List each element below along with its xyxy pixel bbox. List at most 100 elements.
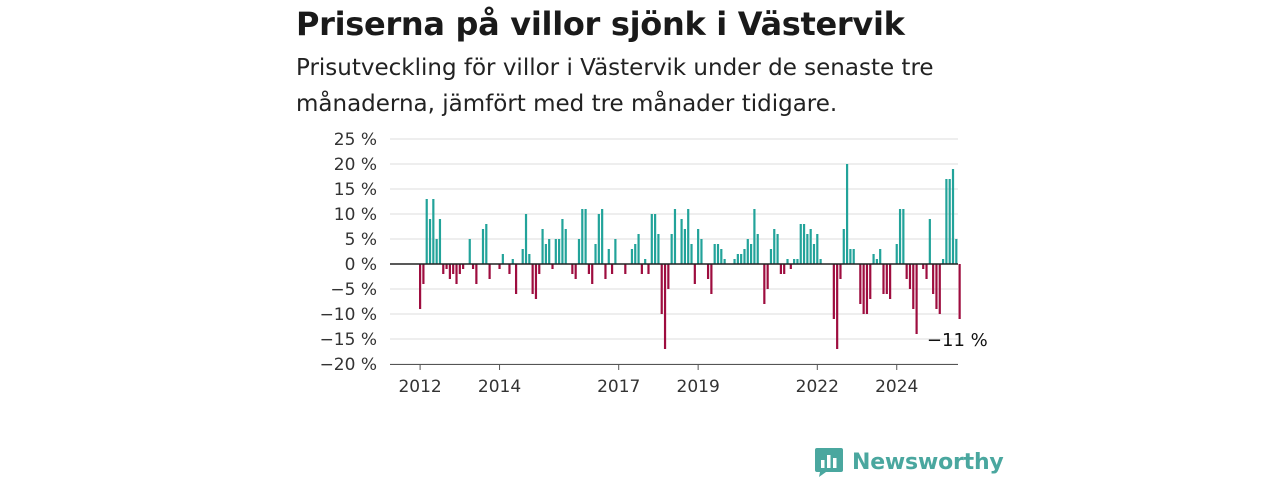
bar bbox=[908, 264, 912, 289]
bar bbox=[948, 179, 951, 264]
bar bbox=[789, 264, 792, 269]
bar bbox=[670, 234, 673, 264]
bar bbox=[435, 239, 438, 264]
bar bbox=[859, 264, 862, 304]
bar bbox=[941, 259, 945, 264]
bar bbox=[839, 264, 842, 279]
bar bbox=[637, 234, 640, 264]
y-tick-label: 10 % bbox=[334, 205, 377, 225]
bar bbox=[763, 264, 766, 304]
bar bbox=[501, 254, 504, 264]
bar bbox=[610, 264, 614, 274]
bar bbox=[928, 219, 931, 264]
bar bbox=[922, 264, 925, 269]
y-tick-label: −15 % bbox=[320, 330, 377, 350]
bar bbox=[548, 239, 551, 264]
bar bbox=[471, 264, 475, 269]
bar bbox=[468, 239, 471, 264]
bar bbox=[657, 234, 660, 264]
bar bbox=[624, 264, 627, 274]
y-tick-label: 5 % bbox=[345, 230, 377, 250]
bar bbox=[776, 234, 779, 264]
bar bbox=[561, 219, 564, 264]
bar bbox=[534, 264, 538, 299]
bar bbox=[524, 214, 528, 264]
bar bbox=[852, 249, 855, 264]
bar bbox=[809, 229, 812, 264]
bar bbox=[869, 264, 872, 299]
bar bbox=[419, 264, 422, 309]
bar bbox=[660, 264, 663, 314]
bar bbox=[640, 264, 643, 274]
bar bbox=[577, 239, 581, 264]
bar bbox=[793, 259, 796, 264]
bar bbox=[697, 229, 700, 264]
y-tick-label: 20 % bbox=[334, 155, 377, 175]
bar bbox=[955, 239, 958, 264]
bar bbox=[799, 224, 802, 264]
bar bbox=[647, 264, 650, 274]
x-tick-label: 2019 bbox=[677, 377, 720, 397]
bar bbox=[716, 244, 720, 264]
bar bbox=[720, 249, 723, 264]
bar bbox=[915, 264, 918, 334]
chart-subtitle: Prisutveckling för villor i Västervik un… bbox=[296, 55, 934, 117]
bar bbox=[554, 239, 557, 264]
bar bbox=[597, 214, 600, 264]
bar bbox=[452, 264, 455, 274]
brand-name: Newsworthy bbox=[852, 449, 1004, 475]
bar bbox=[862, 264, 865, 314]
bar bbox=[481, 229, 485, 264]
bar bbox=[574, 264, 577, 279]
y-tick-label: −5 % bbox=[330, 280, 377, 300]
bar bbox=[604, 264, 607, 279]
bar bbox=[951, 169, 955, 264]
bar bbox=[932, 264, 935, 294]
bar bbox=[769, 249, 773, 264]
x-tick-label: 2017 bbox=[597, 377, 640, 397]
bar bbox=[849, 249, 852, 264]
bar bbox=[750, 244, 753, 264]
bar bbox=[713, 244, 716, 264]
bar bbox=[925, 264, 928, 279]
bar bbox=[693, 264, 696, 284]
bar bbox=[895, 244, 898, 264]
bar bbox=[779, 264, 782, 274]
bar bbox=[753, 209, 756, 264]
bar bbox=[432, 199, 435, 264]
x-tick-label: 2022 bbox=[796, 377, 839, 397]
bar bbox=[544, 244, 547, 264]
bar bbox=[581, 209, 584, 264]
bar bbox=[885, 264, 888, 294]
y-axis-labels: 25 % 20 % 15 % 10 % 5 % 0 % −5 % −10 % −15 % −20 … bbox=[320, 130, 377, 375]
bar bbox=[663, 264, 667, 349]
bar bbox=[594, 244, 597, 264]
bar bbox=[584, 209, 587, 264]
bar bbox=[806, 234, 809, 264]
bar bbox=[786, 259, 789, 264]
bar bbox=[438, 219, 442, 264]
bar bbox=[733, 259, 736, 264]
bar bbox=[422, 264, 425, 284]
bar bbox=[882, 264, 885, 294]
bar bbox=[710, 264, 713, 294]
newsworthy-logo-icon bbox=[815, 448, 843, 477]
bar bbox=[912, 264, 915, 309]
bar bbox=[488, 264, 491, 279]
bar bbox=[687, 209, 690, 264]
bar bbox=[898, 209, 902, 264]
bar bbox=[630, 249, 634, 264]
bar bbox=[531, 264, 534, 294]
bar bbox=[511, 259, 514, 264]
bar bbox=[587, 264, 591, 274]
x-tick-label: 2012 bbox=[398, 377, 441, 397]
bar bbox=[571, 264, 574, 274]
bar bbox=[650, 214, 653, 264]
bar bbox=[802, 224, 806, 264]
bar bbox=[564, 229, 567, 264]
bar bbox=[607, 249, 610, 264]
bar bbox=[836, 264, 839, 349]
chart-title: Priserna på villor sjönk i Västervik bbox=[296, 5, 905, 43]
bar bbox=[654, 214, 657, 264]
bar bbox=[905, 264, 908, 279]
